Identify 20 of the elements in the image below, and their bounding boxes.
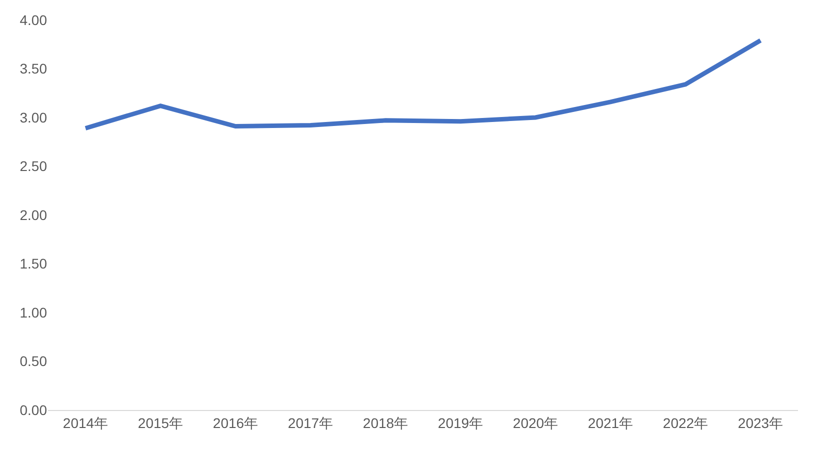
y-tick-label: 0.50 xyxy=(20,353,48,370)
y-tick-label: 3.00 xyxy=(20,109,48,126)
line-series xyxy=(83,38,763,130)
y-tick-label: 0.00 xyxy=(20,402,48,418)
x-tick-label: 2016年 xyxy=(212,414,258,431)
x-tick-label: 2018年 xyxy=(362,414,408,431)
y-tick-label: 2.00 xyxy=(20,206,48,223)
y-tick-label: 3.50 xyxy=(20,60,48,77)
y-tick-label: 2.50 xyxy=(20,158,48,174)
y-tick-label: 4.00 xyxy=(20,12,48,28)
x-tick-label: 2021年 xyxy=(588,414,634,431)
x-tick-label: 2022年 xyxy=(662,414,708,431)
y-tick-label: 1.50 xyxy=(20,256,48,272)
x-tick-label: 2017年 xyxy=(288,414,334,431)
x-tick-label: 2015年 xyxy=(138,414,184,431)
x-tick-label: 2020年 xyxy=(512,414,558,431)
x-tick-label: 2023年 xyxy=(738,414,784,431)
y-tick-label: 1.00 xyxy=(20,304,48,320)
x-tick-label: 2014年 xyxy=(62,414,108,431)
x-tick-label: 2019年 xyxy=(438,414,484,431)
